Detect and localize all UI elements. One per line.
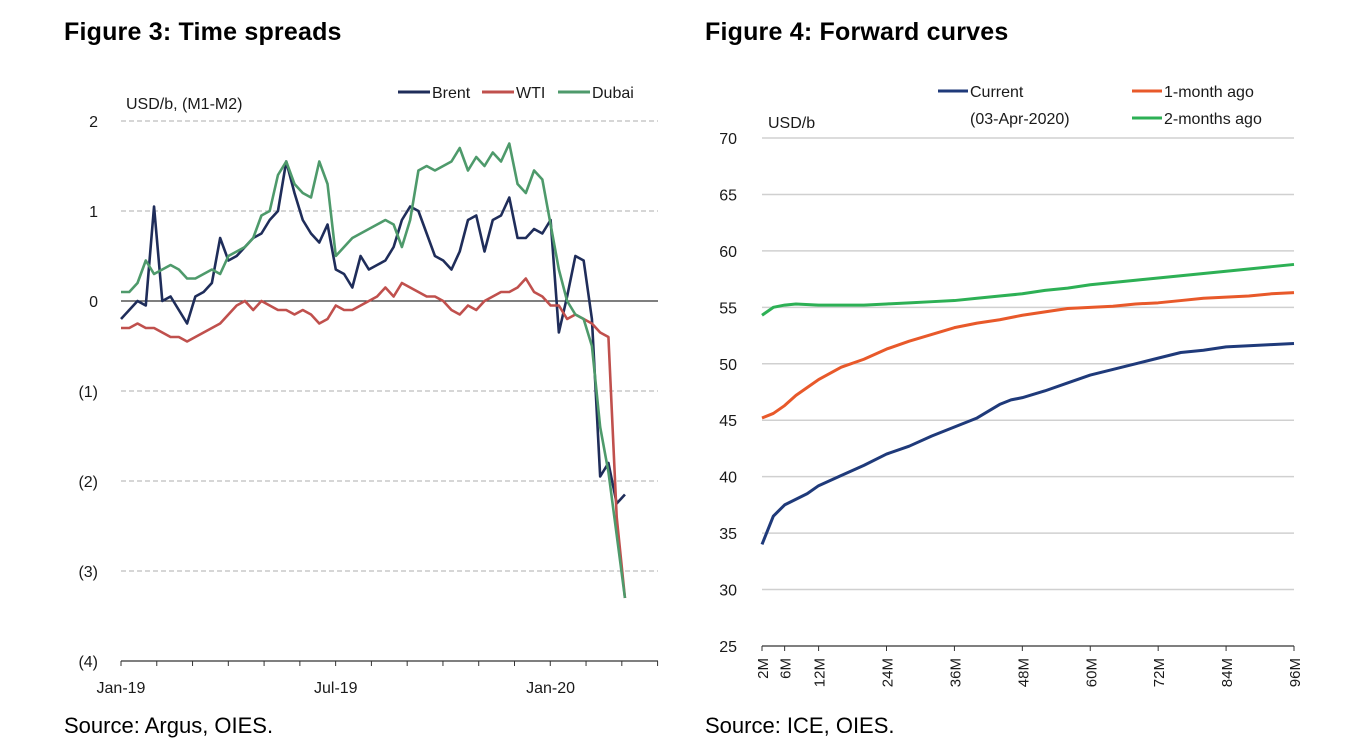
- y-tick-label: 0: [89, 294, 98, 311]
- forward-curves-chart: 25 30 35 40 45 50 55 60 65 70 2M 6M 12M 24M 36M 48M 60M 7…: [719, 84, 1304, 687]
- x-tick-label: 72M: [1151, 658, 1168, 687]
- y-tick-label: (4): [78, 654, 98, 671]
- x-tick-label: 2M: [755, 658, 772, 679]
- x-tick-label: 6M: [778, 658, 795, 679]
- figure3-source: Source: Argus, OIES.: [64, 713, 274, 738]
- y-axis-unit-label: USD/b: [768, 115, 815, 132]
- figure3-panel: Figure 3: Time spreads 2 1 0 (1) (2) (3) (4) Ja…: [64, 18, 659, 738]
- legend-label: Current: [970, 84, 1024, 101]
- x-tick-label: 84M: [1219, 658, 1236, 687]
- y-tick-label: 60: [719, 244, 737, 261]
- y-tick-label: 1: [89, 204, 98, 221]
- y-tick-label: 50: [719, 357, 737, 374]
- y-axis-unit-label: USD/b, (M1-M2): [126, 96, 242, 113]
- y-tick-label: 40: [719, 470, 737, 487]
- legend-label: 2-months ago: [1164, 111, 1262, 128]
- y-tick-label: (3): [78, 564, 98, 581]
- legend-note: (03-Apr-2020): [970, 111, 1070, 128]
- figure4-source: Source: ICE, OIES.: [705, 713, 895, 738]
- legend-label: 1-month ago: [1164, 84, 1254, 101]
- x-tick-label: 60M: [1083, 658, 1100, 687]
- series-line-current: [760, 341, 1295, 545]
- x-tick-label: 12M: [812, 658, 829, 687]
- x-tick-label: 24M: [880, 658, 897, 687]
- series-line-1-month-ago: [761, 291, 1295, 420]
- legend-label: WTI: [516, 85, 545, 102]
- y-tick-label: 65: [719, 187, 737, 204]
- series-line-brent: [120, 160, 626, 505]
- x-tick-label: Jul-19: [314, 680, 358, 697]
- legend-label: Dubai: [592, 85, 634, 102]
- time-spreads-chart: 2 1 0 (1) (2) (3) (4) Jan-19 Jul-19 Jan-20 USD/b, …: [78, 85, 659, 697]
- series-line-wti: [121, 277, 627, 599]
- series-line-2-months-ago: [761, 262, 1295, 317]
- figure3-title: Figure 3: Time spreads: [64, 18, 342, 46]
- x-tick-label: Jan-20: [526, 680, 575, 697]
- y-tick-label: 70: [719, 131, 737, 148]
- x-tick-label: Jan-19: [97, 680, 146, 697]
- y-tick-label: 25: [719, 639, 737, 656]
- figure4-panel: Figure 4: Forward curves 25 30 35 40 45 50 55 6…: [700, 0, 1350, 750]
- y-tick-label: (1): [78, 384, 98, 401]
- series-line-dubai: [121, 142, 627, 599]
- legend-label: Brent: [432, 85, 471, 102]
- x-tick-label: 36M: [947, 658, 964, 687]
- y-tick-label: 2: [89, 114, 98, 131]
- y-tick-label: 45: [719, 413, 737, 430]
- x-tick-label: 96M: [1287, 658, 1304, 687]
- y-tick-label: 55: [719, 300, 737, 317]
- figure4-title: Figure 4: Forward curves: [705, 18, 1009, 46]
- y-tick-label: (2): [78, 474, 98, 491]
- x-tick-label: 48M: [1015, 658, 1032, 687]
- y-tick-label: 30: [719, 583, 737, 600]
- y-tick-label: 35: [719, 526, 737, 543]
